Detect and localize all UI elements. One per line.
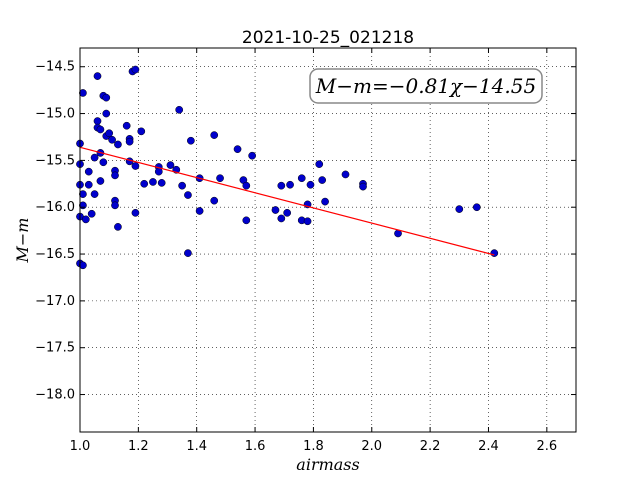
chart-title: 2021-10-25_021218 bbox=[242, 28, 414, 48]
y-tick-label: −14.5 bbox=[35, 60, 75, 75]
data-point bbox=[87, 209, 96, 218]
data-point bbox=[79, 190, 87, 198]
x-axis-title: airmass bbox=[296, 455, 359, 474]
data-point bbox=[216, 174, 224, 183]
data-point bbox=[242, 216, 251, 225]
data-point bbox=[321, 197, 329, 206]
data-point bbox=[455, 205, 464, 213]
data-point bbox=[341, 170, 350, 179]
x-tick-label: 1.6 bbox=[245, 439, 266, 454]
x-tick-label: 1.4 bbox=[186, 439, 207, 454]
data-point bbox=[306, 180, 315, 189]
fit-annotation-box: M−m=−0.81χ−14.55 bbox=[309, 68, 543, 104]
data-point bbox=[90, 153, 99, 162]
data-point bbox=[233, 145, 242, 154]
data-point bbox=[102, 93, 111, 102]
y-axis-title: M−m bbox=[13, 218, 32, 264]
data-point bbox=[131, 65, 140, 74]
fit-annotation: M−m=−0.81χ−14.55 bbox=[315, 74, 536, 98]
data-point bbox=[210, 196, 219, 205]
data-point bbox=[102, 109, 111, 118]
x-tick-label: 2.2 bbox=[420, 439, 441, 454]
data-point bbox=[105, 129, 114, 138]
data-point bbox=[79, 89, 87, 97]
y-tick-label: −17.5 bbox=[35, 341, 75, 356]
data-point bbox=[122, 121, 131, 130]
data-point bbox=[184, 191, 192, 199]
data-point bbox=[137, 127, 146, 136]
data-point bbox=[131, 208, 140, 217]
data-point bbox=[303, 217, 312, 226]
data-point bbox=[195, 207, 204, 215]
data-point bbox=[318, 176, 327, 184]
y-tick-label: −15.0 bbox=[35, 107, 75, 122]
data-point bbox=[271, 206, 280, 214]
data-point bbox=[277, 214, 286, 223]
fit-line bbox=[79, 146, 495, 256]
data-point bbox=[283, 208, 292, 217]
data-point bbox=[242, 181, 251, 190]
x-tick-label: 1.2 bbox=[128, 439, 149, 454]
data-point bbox=[99, 158, 108, 167]
y-tick-label: −15.5 bbox=[35, 153, 75, 168]
x-tick-label: 1.8 bbox=[303, 439, 324, 454]
data-point bbox=[84, 167, 93, 176]
data-point bbox=[472, 203, 481, 212]
data-point bbox=[154, 167, 163, 176]
data-point bbox=[187, 136, 195, 145]
data-point bbox=[149, 178, 157, 186]
fit-line-group bbox=[79, 146, 495, 256]
data-point bbox=[96, 125, 105, 134]
data-point bbox=[93, 72, 102, 80]
axis-ticks: 1.0 1.2 1.4 1.6 1.8 2.0 2.2 2.4 2.6 −14.5 −15.0 −15… bbox=[35, 48, 576, 454]
data-point bbox=[178, 181, 186, 190]
data-point bbox=[166, 161, 175, 169]
data-point bbox=[175, 105, 184, 114]
x-tick-label: 2.4 bbox=[478, 439, 499, 454]
x-tick-label: 1.0 bbox=[70, 439, 91, 454]
plot-area-frame bbox=[79, 47, 577, 433]
data-point bbox=[96, 177, 105, 185]
y-tick-label: −17.0 bbox=[35, 294, 75, 309]
y-tick-label: −16.5 bbox=[35, 247, 75, 262]
data-point bbox=[131, 162, 140, 170]
data-point bbox=[84, 180, 93, 189]
x-tick-label: 2.6 bbox=[536, 439, 557, 454]
data-point bbox=[315, 160, 324, 168]
data-point bbox=[184, 249, 192, 257]
data-point bbox=[490, 249, 499, 257]
data-point bbox=[114, 223, 122, 231]
data-point bbox=[79, 261, 87, 270]
data-point bbox=[111, 201, 119, 210]
data-point bbox=[157, 179, 166, 187]
data-point bbox=[90, 190, 99, 198]
data-point bbox=[297, 174, 306, 183]
data-point bbox=[114, 140, 122, 149]
grid bbox=[79, 48, 576, 432]
data-point bbox=[140, 179, 149, 188]
data-point bbox=[81, 215, 90, 224]
data-point bbox=[108, 135, 116, 144]
x-tick-label: 2.0 bbox=[361, 439, 382, 454]
y-tick-label: −16.0 bbox=[35, 200, 75, 215]
data-point bbox=[93, 117, 102, 125]
data-point bbox=[111, 171, 119, 180]
data-point bbox=[210, 131, 219, 139]
data-point bbox=[277, 181, 286, 190]
data-point bbox=[248, 151, 256, 160]
data-point bbox=[286, 180, 294, 189]
data-point bbox=[125, 137, 134, 146]
data-point bbox=[359, 182, 367, 191]
y-tick-label: −18.0 bbox=[35, 388, 75, 403]
